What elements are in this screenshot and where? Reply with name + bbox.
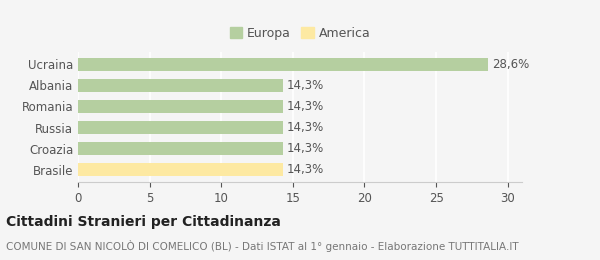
Bar	[78, 100, 283, 113]
Bar	[78, 121, 283, 134]
Text: 14,3%: 14,3%	[287, 163, 325, 176]
Text: 14,3%: 14,3%	[287, 100, 325, 113]
Text: 14,3%: 14,3%	[287, 121, 325, 134]
Bar	[78, 142, 283, 155]
Text: Cittadini Stranieri per Cittadinanza: Cittadini Stranieri per Cittadinanza	[6, 215, 281, 229]
Bar	[78, 163, 283, 176]
Text: 14,3%: 14,3%	[287, 142, 325, 155]
Bar	[78, 58, 488, 71]
Legend: Europa, America: Europa, America	[224, 22, 376, 45]
Bar	[78, 79, 283, 92]
Text: COMUNE DI SAN NICOLÒ DI COMELICO (BL) - Dati ISTAT al 1° gennaio - Elaborazione : COMUNE DI SAN NICOLÒ DI COMELICO (BL) - …	[6, 240, 518, 252]
Text: 14,3%: 14,3%	[287, 79, 325, 92]
Text: 28,6%: 28,6%	[492, 58, 529, 71]
